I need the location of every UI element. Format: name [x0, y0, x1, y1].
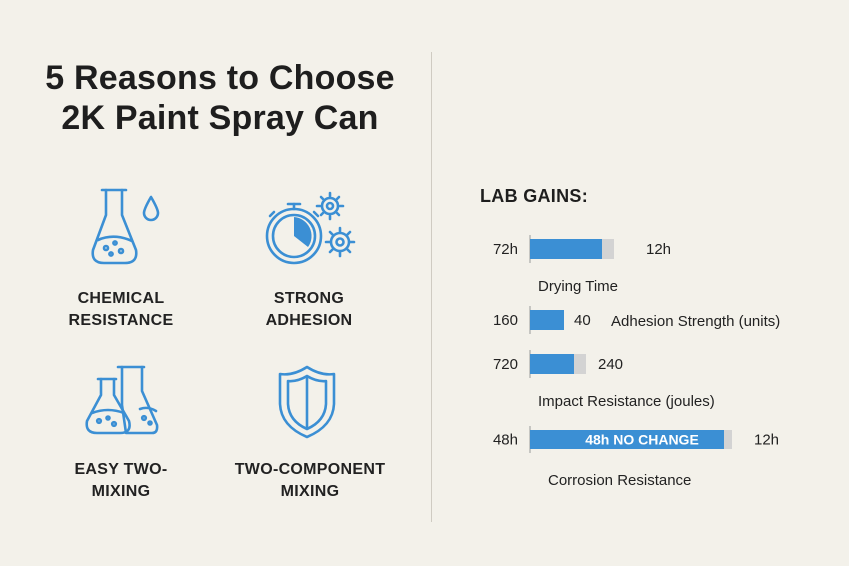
bar-value-after: 12h	[754, 432, 779, 449]
category-label: Impact Resistance (joules)	[538, 393, 715, 410]
bar	[530, 239, 602, 259]
vertical-divider	[431, 52, 432, 522]
bar-value-before: 48h	[493, 432, 518, 449]
bar	[530, 310, 564, 330]
category-label: Drying Time	[538, 278, 618, 295]
bar	[530, 430, 724, 449]
bar-annotation: 48h NO CHANGE	[585, 432, 699, 448]
bar-value-before: 160	[493, 312, 518, 329]
bar	[530, 354, 574, 374]
feature-label-easy-mixing: EASY TWO- MIXING	[26, 459, 216, 503]
title-line-2: 2K Paint Spray Can	[61, 99, 379, 137]
flask-drop-icon	[91, 188, 160, 265]
page-title: 5 Reasons to Choose 2K Paint Spray Can	[20, 58, 420, 138]
bar-value-after: 12h	[646, 241, 671, 258]
feature-label-line: RESISTANCE	[68, 312, 174, 329]
bar-value-after: 40	[574, 312, 591, 329]
feature-label-line: MIXING	[280, 483, 340, 500]
feature-label-line: EASY TWO-	[74, 461, 168, 478]
feature-label-line: STRONG	[273, 290, 345, 307]
lab-gains-chart: 72h 12h Drying Time 160 40 Adhesion Strength …	[493, 235, 780, 489]
feature-label-chemical-resistance: CHEMICAL RESISTANCE	[26, 288, 216, 332]
bar-value-before: 72h	[493, 241, 518, 258]
bar-value-before: 720	[493, 356, 518, 373]
bar-value-after: 240	[598, 356, 623, 373]
feature-label-line: CHEMICAL	[77, 290, 165, 307]
feature-label-line: TWO-COMPONENT	[234, 461, 386, 478]
feature-label-line: ADHESION	[265, 312, 353, 329]
category-label: Corrosion Resistance	[548, 472, 691, 489]
shield-icon	[278, 365, 336, 439]
stopwatch-gears-icon	[265, 191, 356, 265]
feature-label-strong-adhesion: STRONG ADHESION	[214, 288, 404, 332]
category-label: Adhesion Strength (units)	[611, 313, 780, 330]
title-line-1: 5 Reasons to Choose	[45, 59, 395, 97]
feature-label-line: MIXING	[91, 483, 151, 500]
chart-title: LAB GAINS:	[480, 186, 588, 206]
two-flasks-icon	[85, 365, 159, 435]
feature-label-two-component-mixing: TWO-COMPONENT MIXING	[215, 459, 405, 503]
